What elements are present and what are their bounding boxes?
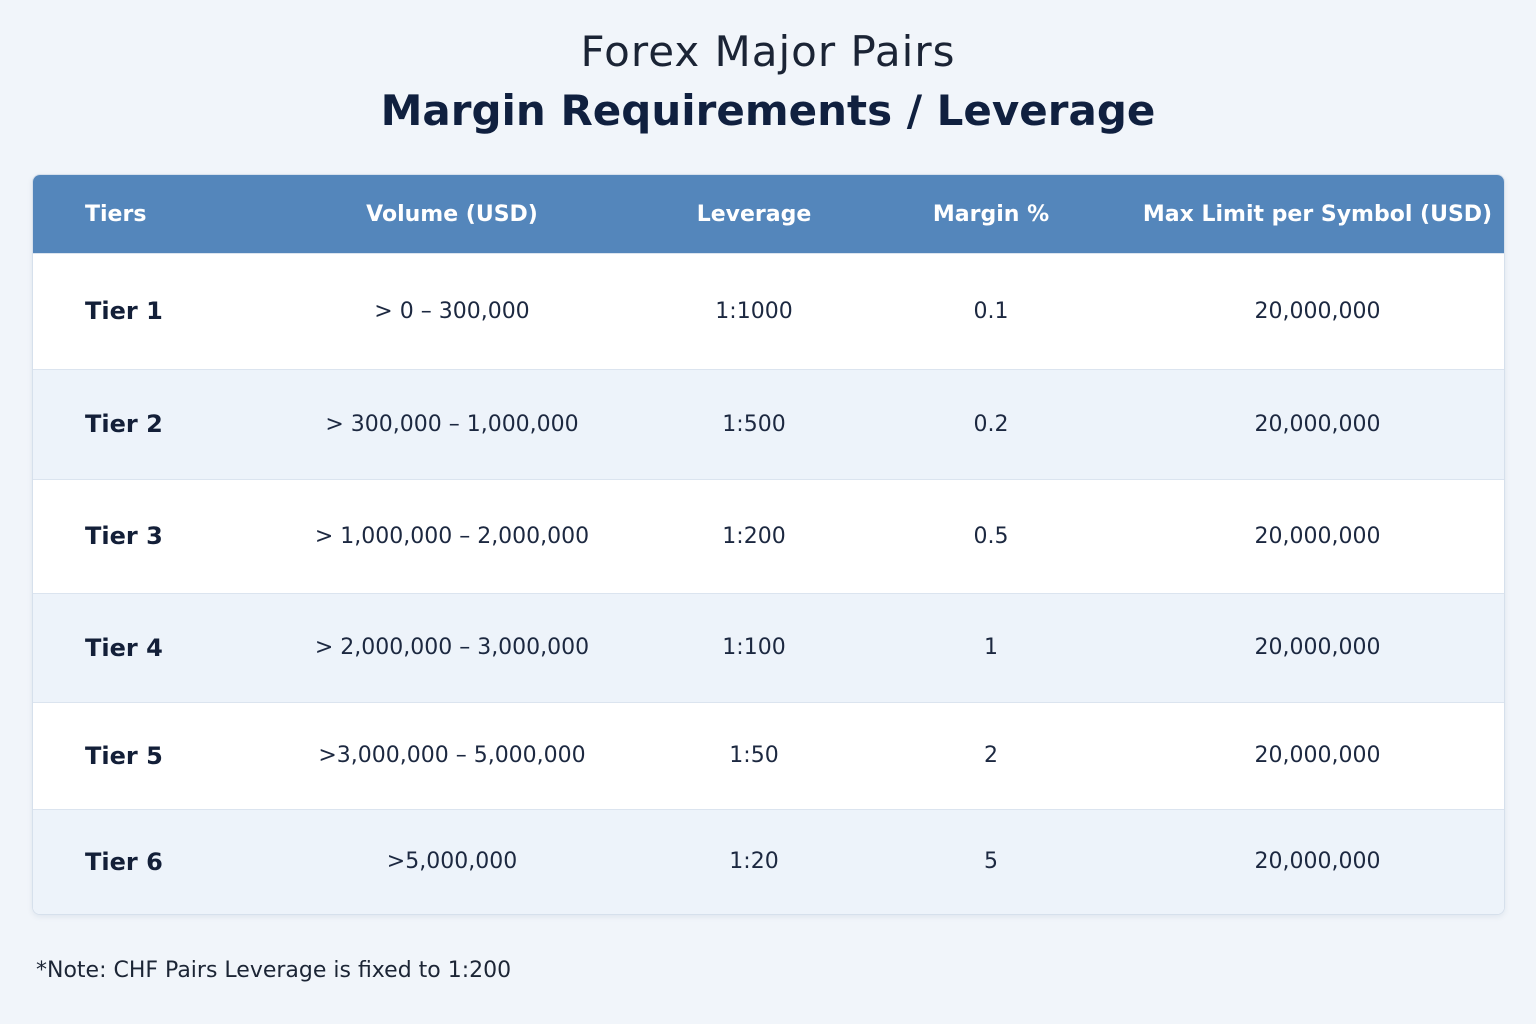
leverage-cell: 1:200 (722, 523, 786, 549)
margin-table-card: Tiers Volume (USD) Leverage Margin % Max… (32, 174, 1505, 915)
page-title-block: Forex Major Pairs Margin Requirements / … (0, 26, 1536, 140)
margin-cell: 5 (984, 849, 998, 875)
tier-cell: Tier 4 (85, 633, 163, 662)
page-subtitle: Margin Requirements / Leverage (380, 86, 1156, 135)
volume-cell: >5,000,000 (386, 849, 518, 875)
leverage-cell: 1:500 (722, 411, 786, 437)
max-limit-cell: 20,000,000 (1254, 298, 1381, 324)
table-row: Tier 3 > 1,000,000 – 2,000,000 1:200 0.5… (33, 479, 1504, 593)
leverage-cell: 1:100 (722, 635, 786, 660)
footnote: *Note: CHF Pairs Leverage is fixed to 1:… (36, 958, 512, 983)
leverage-cell: 1:20 (729, 849, 779, 875)
tier-cell: Tier 5 (85, 741, 163, 770)
table-header: Tiers Volume (USD) Leverage Margin % Max… (33, 175, 1504, 253)
margin-cell: 0.2 (973, 411, 1009, 437)
column-header-tiers: Tiers (85, 202, 147, 228)
volume-cell: > 0 – 300,000 (374, 298, 530, 324)
max-limit-cell: 20,000,000 (1254, 635, 1381, 660)
tier-cell: Tier 6 (85, 847, 163, 876)
max-limit-cell: 20,000,000 (1254, 411, 1381, 437)
margin-cell: 0.1 (973, 298, 1009, 324)
tier-cell: Tier 2 (85, 410, 163, 438)
margin-cell: 1 (984, 635, 998, 660)
tier-cell: Tier 1 (85, 297, 163, 325)
margin-cell: 2 (984, 743, 998, 768)
table-row: Tier 4 > 2,000,000 – 3,000,000 1:100 1 2… (33, 593, 1504, 702)
table-row: Tier 5 >3,000,000 – 5,000,000 1:50 2 20,… (33, 702, 1504, 809)
max-limit-cell: 20,000,000 (1254, 743, 1381, 768)
column-header-volume: Volume (USD) (366, 202, 538, 228)
volume-cell: > 1,000,000 – 2,000,000 (314, 523, 590, 549)
leverage-cell: 1:1000 (715, 298, 793, 324)
column-header-leverage: Leverage (696, 202, 812, 228)
table-row: Tier 2 > 300,000 – 1,000,000 1:500 0.2 2… (33, 369, 1504, 479)
table-row: Tier 6 >5,000,000 1:20 5 20,000,000 (33, 809, 1504, 914)
margin-cell: 0.5 (973, 523, 1009, 549)
volume-cell: > 2,000,000 – 3,000,000 (314, 635, 590, 660)
table-body: Tier 1 > 0 – 300,000 1:1000 0.1 20,000,0… (33, 253, 1504, 914)
table-header-row: Tiers Volume (USD) Leverage Margin % Max… (33, 175, 1504, 253)
tier-cell: Tier 3 (85, 522, 163, 550)
table-row: Tier 1 > 0 – 300,000 1:1000 0.1 20,000,0… (33, 253, 1504, 369)
volume-cell: > 300,000 – 1,000,000 (325, 411, 579, 437)
margin-requirements-table: Tiers Volume (USD) Leverage Margin % Max… (33, 175, 1504, 914)
max-limit-cell: 20,000,000 (1254, 523, 1381, 549)
page-title: Forex Major Pairs (580, 27, 956, 76)
volume-cell: >3,000,000 – 5,000,000 (318, 743, 586, 768)
column-header-margin: Margin % (932, 202, 1050, 228)
max-limit-cell: 20,000,000 (1254, 849, 1381, 875)
leverage-cell: 1:50 (729, 743, 779, 768)
column-header-max-limit: Max Limit per Symbol (USD) (1142, 202, 1493, 228)
